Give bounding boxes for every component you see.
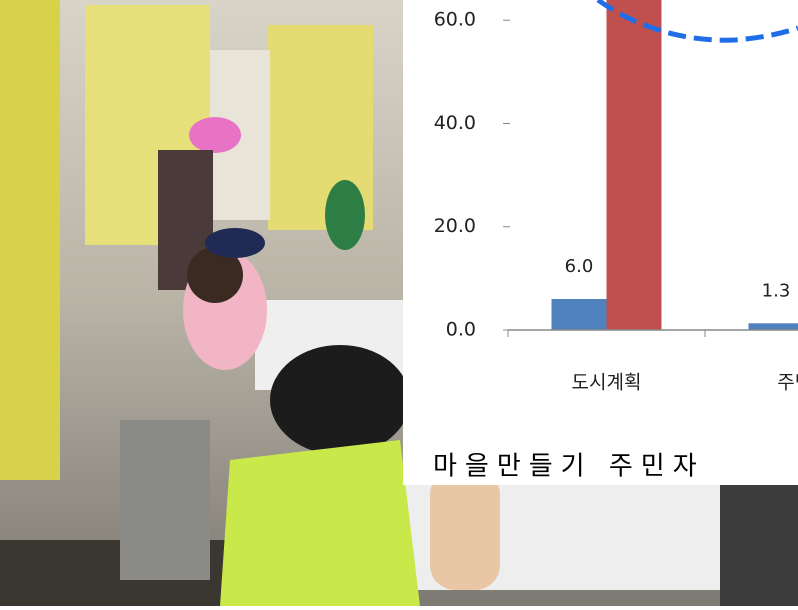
data-label: 1.3	[762, 280, 791, 301]
screenshot: 마을만들기 주민자 0.0 20.0 40.0 60.0 도시계획 6.0 주민생 1.3	[0, 0, 798, 606]
bar	[749, 323, 798, 330]
data-label: 6.0	[565, 256, 594, 277]
y-tick-label: 0.0	[446, 319, 476, 341]
chart-title: 마을만들기 주민자	[433, 452, 705, 482]
y-tick-label: 20.0	[434, 215, 476, 237]
x-tick-label: 도시계획	[572, 372, 642, 394]
chart-panel	[403, 0, 798, 485]
bar	[607, 0, 662, 330]
page: {"chart_data": {"type": "bar", "title": …	[0, 0, 798, 606]
bar	[552, 299, 607, 330]
y-tick-label: 60.0	[434, 9, 476, 31]
x-tick-label: 주민생	[777, 372, 798, 394]
y-tick-label: 40.0	[434, 112, 476, 134]
